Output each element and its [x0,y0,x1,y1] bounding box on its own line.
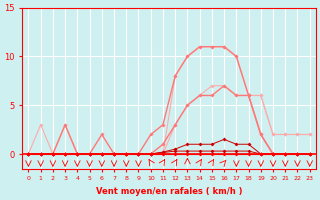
X-axis label: Vent moyen/en rafales ( km/h ): Vent moyen/en rafales ( km/h ) [96,187,242,196]
